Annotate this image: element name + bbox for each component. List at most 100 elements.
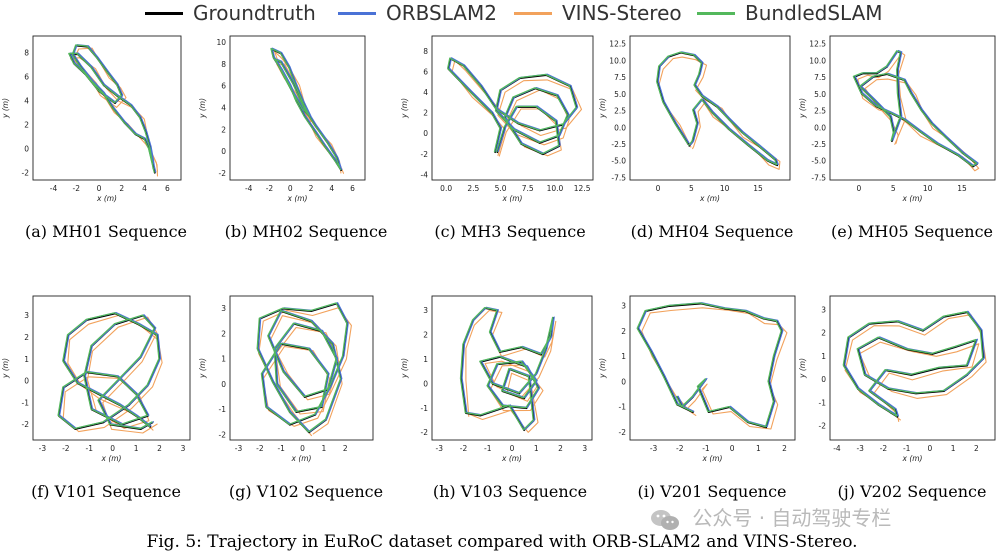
x-tick-label: 1 (756, 444, 761, 453)
trajectory-vins-stereo (844, 314, 987, 422)
y-tick-label: 5.0 (814, 90, 826, 99)
y-tick-label: 0.0 (614, 123, 626, 132)
y-tick-label: 1 (423, 355, 428, 364)
y-tick-label: 6 (423, 68, 428, 77)
watermark: 公众号 · 自动驾驶专栏 (650, 505, 891, 531)
y-tick-label: 4 (221, 104, 226, 113)
legend-label: ORBSLAM2 (386, 1, 497, 25)
x-tick-label: 2 (157, 444, 162, 453)
x-axis-label: x (m) (501, 454, 522, 463)
trajectory-vins-stereo (258, 307, 352, 437)
trajectory-plot-mh01: -4 -2 0 2 4 6 -2 0 2 4 6 8 x (m) y (m) (1, 35, 182, 203)
y-tick-label: 6 (221, 82, 226, 91)
panel-caption-v103: (h) V103 Sequence (432, 482, 588, 501)
trajectory-bundledslam (842, 311, 984, 417)
x-tick-label: 5 (689, 184, 694, 193)
y-tick-label: 3 (621, 302, 626, 311)
y-tick-label: 7.5 (814, 73, 826, 82)
x-tick-label: -1 (484, 444, 492, 453)
legend: Groundtruth ORBSLAM2 VINS-Stereo Bundled… (0, 0, 1004, 26)
trajectory-vins-stereo (62, 314, 163, 434)
x-tick-label: 15 (753, 184, 763, 193)
y-tick-label: -2 (819, 422, 827, 431)
y-tick-label: -2 (22, 420, 30, 429)
y-axis-label: y (m) (798, 358, 807, 379)
y-tick-label: -2 (219, 169, 227, 178)
x-tick-label: 7.5 (522, 184, 534, 193)
wechat-logo-icon (651, 509, 679, 530)
x-tick-label: 10 (720, 184, 730, 193)
y-axis-label: y (m) (400, 98, 409, 119)
trajectory-bundledslam (852, 50, 978, 167)
x-tick-label: 0 (730, 444, 735, 453)
x-tick-label: 2.5 (467, 184, 479, 193)
y-tick-label: 2 (423, 109, 428, 118)
x-tick-label: 0 (856, 184, 861, 193)
x-tick-label: 1 (534, 444, 539, 453)
y-tick-label: 3 (221, 304, 226, 313)
y-axis-label: y (m) (400, 358, 409, 379)
plot-frame (32, 35, 182, 181)
y-tick-label: 10 (216, 38, 226, 47)
x-tick-label: 2 (558, 444, 563, 453)
trajectory-plot-mh05: 0 5 10 15 -7.5 -5.0 -2.5 0.0 2.5 5.0 7.5 10.0 12.5 x … (798, 35, 996, 203)
trajectory-bundledslam (68, 44, 155, 173)
x-tick-label: -4 (50, 184, 58, 193)
x-axis-label: x (m) (702, 454, 723, 463)
panel-caption-v202: (j) V202 Sequence (837, 482, 987, 501)
y-tick-label: 0 (221, 147, 226, 156)
x-tick-label: 0 (110, 444, 115, 453)
y-tick-label: 7.5 (614, 73, 626, 82)
trajectory-bundledslam (447, 57, 577, 155)
x-tick-label: -3 (650, 444, 658, 453)
y-axis-label: y (m) (1, 98, 10, 119)
x-tick-label: 4 (142, 184, 147, 193)
y-tick-label: 2 (221, 125, 226, 134)
x-tick-label: 2 (343, 444, 348, 453)
y-tick-label: 1 (24, 355, 29, 364)
x-axis-label: x (m) (101, 454, 122, 463)
y-tick-label: 0 (423, 129, 428, 138)
x-tick-label: 0 (97, 184, 102, 193)
y-tick-label: 0.0 (814, 123, 826, 132)
y-tick-label: -1 (819, 398, 827, 407)
x-tick-label: -1 (702, 444, 710, 453)
legend-label: Groundtruth (193, 1, 316, 25)
y-axis-label: y (m) (798, 98, 807, 119)
trajectory-bundledslam (636, 302, 782, 428)
trajectory-bundledslam (459, 306, 554, 431)
x-tick-label: 2 (309, 184, 314, 193)
y-tick-label: 0 (621, 377, 626, 386)
y-tick-label: 2.5 (814, 107, 826, 116)
panel-caption-v101: (f) V101 Sequence (31, 482, 181, 501)
y-tick-label: -1 (619, 403, 627, 412)
x-tick-label: 1 (134, 444, 139, 453)
y-axis-label: y (m) (598, 98, 607, 119)
trajectory-orbslam2 (461, 306, 555, 430)
trajectory-bundledslam (256, 302, 348, 433)
x-tick-label: 3 (582, 444, 587, 453)
plot-frame (431, 295, 593, 441)
y-tick-label: -2.5 (611, 140, 626, 149)
y-tick-label: 3 (423, 306, 428, 315)
panel-caption-mh05: (e) MH05 Sequence (831, 222, 993, 241)
trajectory-plot-v201: -3 -2 -1 0 1 2 -2 -1 0 1 2 3 x (m) y (m) (598, 295, 796, 463)
x-tick-label: 0 (288, 184, 293, 193)
y-tick-label: 0 (423, 379, 428, 388)
x-tick-label: -1 (277, 444, 285, 453)
trajectory-plot-mh03: 0.0 2.5 5.0 7.5 10.0 12.5 -4 -2 0 2 4 6 8 x (m) y (m) (400, 35, 594, 203)
trajectory-plot-v102: -3 -2 -1 0 1 2 -2 -1 0 1 2 3 x (m) y (m) (198, 295, 374, 463)
x-tick-label: 10.0 (547, 184, 564, 193)
x-axis-label: x (m) (902, 194, 923, 203)
x-axis-label: x (m) (96, 194, 117, 203)
y-tick-label: 1 (621, 352, 626, 361)
trajectory-plot-v103: -3 -2 -1 0 1 2 3 -2 -1 0 1 2 3 x (m) y (m) (400, 295, 593, 463)
x-tick-label: -2 (880, 444, 888, 453)
x-axis-label: x (m) (699, 194, 720, 203)
y-tick-label: -1 (421, 404, 429, 413)
x-tick-label: -4 (833, 444, 841, 453)
x-tick-label: 0 (928, 444, 933, 453)
legend-swatch-groundtruth (145, 12, 183, 15)
y-tick-label: 8 (24, 48, 29, 57)
y-tick-label: 2 (423, 331, 428, 340)
